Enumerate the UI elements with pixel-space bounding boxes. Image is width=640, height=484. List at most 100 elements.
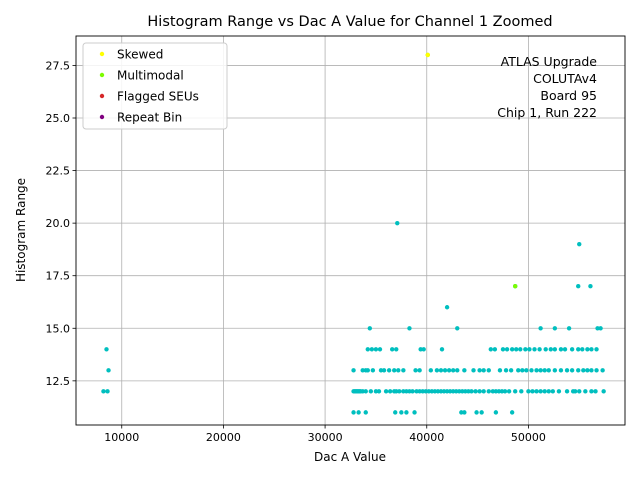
data-point [493,410,499,415]
data-point [381,368,387,373]
data-point [486,389,491,394]
data-point [373,347,379,352]
data-point [530,389,535,394]
data-point [589,389,594,394]
data-point [506,389,512,394]
data-point [410,389,415,394]
data-point [585,368,590,373]
x-tick-label: 50000 [511,431,546,444]
data-point [429,389,435,394]
plot-frame [75,35,626,426]
data-point [376,389,382,394]
x-axis-ticks: 10000 20000 30000 40000 50000 [104,425,546,444]
data-point [601,389,606,394]
data-point [365,368,370,373]
data-point [434,368,440,373]
data-point [589,347,594,352]
data-point [548,347,553,352]
data-point [577,389,582,394]
data-point [438,389,444,394]
data-point [377,347,383,352]
data-point [378,368,384,373]
legend-label: Repeat Bin [117,111,182,125]
data-point [518,347,523,352]
data-point [463,389,468,394]
data-point [413,368,418,373]
y-tick-label: 25.0 [46,112,71,125]
data-point [479,410,484,415]
data-point [360,389,365,394]
data-point [477,389,482,394]
data-point [399,410,404,415]
data-point [589,368,594,373]
data-point [481,368,486,373]
data-point [576,284,581,289]
y-tick-label: 22.5 [46,165,71,178]
data-point [356,410,361,415]
x-axis-label: Dac A Value [314,450,386,464]
y-tick-label: 17.5 [46,270,71,283]
data-point [516,368,521,373]
data-point [537,347,542,352]
data-point [556,389,562,394]
data-point [393,410,398,415]
data-point [538,368,543,373]
data-point [504,347,510,352]
data-point [460,389,465,394]
data-point [508,368,514,373]
data-point [432,389,438,394]
data-point [417,368,422,373]
data-point [564,389,570,394]
data-point [418,347,423,352]
data-point [593,389,598,394]
data-points [101,52,606,415]
legend-marker [99,114,105,120]
data-point [527,347,532,352]
data-point [519,389,524,394]
data-point [368,389,374,394]
annotation-line: COLUTAv4 [533,71,597,86]
data-point [462,368,467,373]
data-point [426,389,431,394]
data-point [455,368,460,373]
data-point [421,347,426,352]
data-point [394,389,399,394]
data-point [383,389,389,394]
data-point [105,389,110,394]
legend-box [82,42,228,130]
data-point [459,410,464,415]
data-point [425,52,430,58]
data-point [488,347,493,352]
data-point [576,347,581,352]
data-point [577,241,582,247]
x-tick-label: 40000 [409,431,444,444]
data-point [538,389,543,394]
data-point [469,389,474,394]
data-point [420,389,425,394]
y-axis-ticks: 12.5 15.0 17.5 20.0 22.5 25.0 27.5 [46,59,76,388]
y-tick-label: 12.5 [46,375,71,388]
data-point [524,368,529,373]
data-point [369,347,375,352]
data-point [394,347,399,352]
x-tick-label: 20000 [206,431,241,444]
data-point [509,410,515,415]
data-point [477,368,482,373]
legend-label: Flagged SEUs [117,90,199,104]
legend-marker [99,72,105,78]
data-point [417,389,422,394]
data-point [583,389,588,394]
data-point [435,389,441,394]
data-point [496,389,502,394]
data-point [360,368,365,373]
data-point [104,347,109,352]
data-point [473,389,478,394]
data-point [396,368,401,373]
data-point [520,368,525,373]
data-point [562,347,568,352]
data-point [363,410,368,415]
data-point [514,347,519,352]
data-point [397,389,402,394]
data-point [513,284,518,289]
